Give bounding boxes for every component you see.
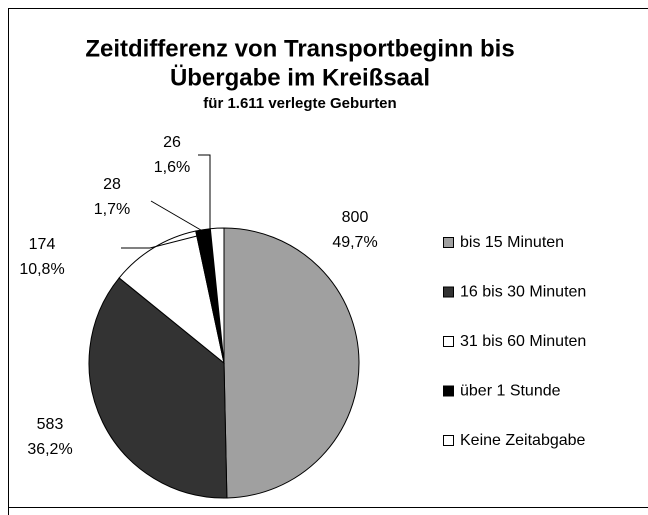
leader-line [150,200,207,234]
pie-slice [118,230,225,365]
chart-frame [8,8,648,515]
legend-label: Keine Zeitabgabe [460,432,586,449]
legend-label: über 1 Stunde [460,383,561,400]
percent-label: 49,7% [332,234,377,251]
percent-label: 36,2% [27,441,72,458]
percent-label: 1,6% [154,159,190,176]
chart-subtitle: für 1.611 verlegte Geburten [203,95,396,112]
legend-swatch [443,237,454,248]
leader-line [198,154,211,230]
data-label: 800 [342,209,369,226]
legend-label: 16 bis 30 Minuten [460,284,586,301]
data-label: 26 [163,134,181,151]
data-label: 28 [103,176,121,193]
legend-swatch [443,435,454,446]
leader-line [121,235,198,249]
chart-title: Zeitdifferenz von Transportbeginn bis [85,35,514,62]
pie-slice [223,227,360,499]
percent-label: 1,7% [94,201,130,218]
percent-label: 10,8% [19,261,64,278]
chart-title: Übergabe im Kreißsaal [170,64,430,91]
data-label: 583 [37,416,64,433]
legend-label: bis 15 Minuten [460,234,564,251]
legend-swatch [443,385,454,397]
legend-swatch [443,336,454,347]
data-label: 174 [29,236,56,253]
legend-swatch [443,286,454,298]
pie-slice [88,277,228,499]
legend-label: 31 bis 60 Minuten [460,333,586,350]
